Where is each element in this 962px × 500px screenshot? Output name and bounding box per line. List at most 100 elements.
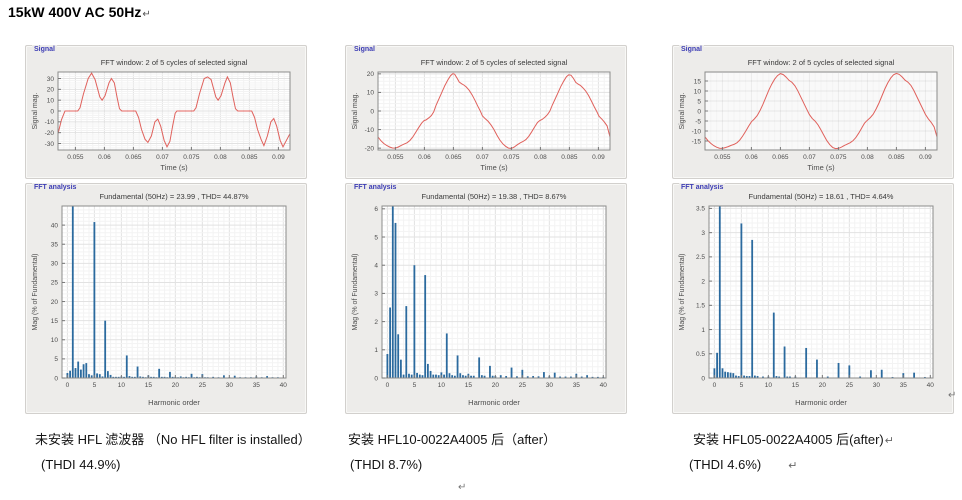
svg-text:40: 40 <box>51 222 59 229</box>
svg-text:0.065: 0.065 <box>772 154 789 161</box>
svg-text:5: 5 <box>54 356 58 363</box>
svg-text:10: 10 <box>51 337 59 344</box>
svg-text:0.5: 0.5 <box>696 351 705 358</box>
svg-text:0.065: 0.065 <box>125 154 142 161</box>
svg-text:0: 0 <box>697 108 701 115</box>
svg-text:-10: -10 <box>45 119 55 126</box>
svg-text:20: 20 <box>367 71 375 78</box>
return-mark-icon: ↵ <box>884 435 894 447</box>
svg-text:10: 10 <box>47 97 55 104</box>
svg-text:Time (s): Time (s) <box>160 163 188 172</box>
fft-panel-label: FFT analysis <box>32 183 79 192</box>
svg-text:-10: -10 <box>692 128 702 135</box>
svg-text:Harmonic order: Harmonic order <box>795 398 847 407</box>
fft-panel-2: FFT analysis 0 5 10 15 20 25 30 35 40 0 1 2 3 4 5 6 Fund… <box>345 183 627 414</box>
svg-text:0: 0 <box>701 375 705 382</box>
svg-text:-10: -10 <box>365 127 375 134</box>
svg-text:30: 30 <box>546 382 554 389</box>
svg-text:0.07: 0.07 <box>476 154 489 161</box>
svg-text:5: 5 <box>413 382 417 389</box>
svg-text:Harmonic order: Harmonic order <box>148 398 200 407</box>
signal-panel-label: Signal <box>679 45 705 54</box>
svg-text:10: 10 <box>118 382 126 389</box>
svg-text:1.5: 1.5 <box>696 303 705 310</box>
svg-text:10: 10 <box>367 90 375 97</box>
fft-panel-label: FFT analysis <box>679 183 726 192</box>
svg-text:25: 25 <box>519 382 527 389</box>
svg-text:Signal mag.: Signal mag. <box>352 92 359 129</box>
signal-chart: 0.055 0.06 0.065 0.07 0.075 0.08 0.085 0.09 -30 -… <box>28 48 304 176</box>
svg-text:2: 2 <box>374 319 378 326</box>
svg-text:40: 40 <box>280 382 288 389</box>
svg-text:Fundamental (50Hz) = 18.61 , T: Fundamental (50Hz) = 18.61 , THD= 4.64% <box>749 192 894 201</box>
svg-text:30: 30 <box>51 261 59 268</box>
svg-text:20: 20 <box>492 382 500 389</box>
caption-3-line-2: (THDI 4.6%) ↵ <box>689 457 798 472</box>
svg-text:1: 1 <box>374 347 378 354</box>
fft-chart: 0 5 10 15 20 25 30 35 40 0 1 2 3 4 5 6 Fundamental (50Hz… <box>348 186 624 411</box>
svg-text:3: 3 <box>374 291 378 298</box>
svg-text:35: 35 <box>51 242 59 249</box>
svg-text:0.07: 0.07 <box>156 154 169 161</box>
svg-text:Harmonic order: Harmonic order <box>468 398 520 407</box>
svg-text:0.06: 0.06 <box>418 154 431 161</box>
svg-text:-5: -5 <box>695 118 701 125</box>
return-mark-icon: ↵ <box>458 482 467 493</box>
svg-text:0: 0 <box>66 382 70 389</box>
svg-text:0.09: 0.09 <box>919 154 932 161</box>
svg-text:0: 0 <box>386 382 390 389</box>
fft-panel-1: FFT analysis 0 5 10 15 20 25 30 35 40 0 5 10 15 20 25 3… <box>25 183 307 414</box>
svg-text:0.08: 0.08 <box>861 154 874 161</box>
svg-text:FFT window: 2 of 5 cycles of s: FFT window: 2 of 5 cycles of selected si… <box>421 58 568 67</box>
svg-text:-20: -20 <box>365 145 375 152</box>
signal-panel-label: Signal <box>32 45 58 54</box>
svg-text:Fundamental (50Hz) = 19.38 , T: Fundamental (50Hz) = 19.38 , THD= 8.67% <box>422 192 567 201</box>
svg-text:FFT window: 2 of 5 cycles of s: FFT window: 2 of 5 cycles of selected si… <box>101 58 248 67</box>
svg-text:0: 0 <box>713 382 717 389</box>
svg-text:Time (s): Time (s) <box>480 163 508 172</box>
svg-text:0.055: 0.055 <box>714 154 731 161</box>
svg-text:30: 30 <box>47 76 55 83</box>
svg-text:Fundamental (50Hz) = 23.99 , T: Fundamental (50Hz) = 23.99 , THD= 44.87% <box>99 192 248 201</box>
svg-text:5: 5 <box>374 234 378 241</box>
svg-text:Signal mag.: Signal mag. <box>679 92 686 129</box>
signal-chart: 0.055 0.06 0.065 0.07 0.075 0.08 0.085 0.09 -15 -… <box>675 48 951 176</box>
signal-chart: 0.055 0.06 0.065 0.07 0.075 0.08 0.085 0.09 -20 -… <box>348 48 624 176</box>
caption-1-line-1: 未安装 HFL 滤波器 （No HFL filter is installed） <box>35 432 311 447</box>
svg-text:0.085: 0.085 <box>561 154 578 161</box>
svg-text:0.055: 0.055 <box>67 154 84 161</box>
svg-text:0: 0 <box>374 375 378 382</box>
caption-2-line-1: 安装 HFL10-0022A4005 后（after） <box>348 432 557 447</box>
svg-text:0.085: 0.085 <box>888 154 905 161</box>
svg-text:0.06: 0.06 <box>745 154 758 161</box>
svg-text:0.08: 0.08 <box>214 154 227 161</box>
svg-text:10: 10 <box>765 382 773 389</box>
svg-text:15: 15 <box>465 382 473 389</box>
svg-text:0.075: 0.075 <box>183 154 200 161</box>
svg-text:3.5: 3.5 <box>696 206 705 213</box>
svg-text:30: 30 <box>226 382 234 389</box>
caption-3-line-1: 安装 HFL05-0022A4005 后(after)↵ <box>693 432 894 447</box>
svg-text:35: 35 <box>573 382 581 389</box>
return-mark-icon: ↵ <box>948 390 957 401</box>
page-title-text: 15kW 400V AC 50Hz <box>8 4 142 20</box>
svg-text:10: 10 <box>694 88 702 95</box>
svg-text:15: 15 <box>694 78 702 85</box>
svg-text:-20: -20 <box>45 130 55 137</box>
svg-text:0.09: 0.09 <box>592 154 605 161</box>
svg-text:0.055: 0.055 <box>387 154 404 161</box>
svg-text:0.075: 0.075 <box>503 154 520 161</box>
svg-text:25: 25 <box>199 382 207 389</box>
svg-text:2.5: 2.5 <box>696 254 705 261</box>
svg-text:0.065: 0.065 <box>445 154 462 161</box>
svg-text:Mag (% of Fundamental): Mag (% of Fundamental) <box>352 253 359 330</box>
svg-text:15: 15 <box>792 382 800 389</box>
caption-2-line-2: (THDI 8.7%) <box>350 457 423 472</box>
return-mark-icon: ↵ <box>142 9 151 20</box>
svg-text:10: 10 <box>438 382 446 389</box>
signal-panel-label: Signal <box>352 45 378 54</box>
svg-text:0.07: 0.07 <box>803 154 816 161</box>
svg-text:20: 20 <box>51 299 59 306</box>
svg-text:0.06: 0.06 <box>98 154 111 161</box>
svg-text:0.085: 0.085 <box>241 154 258 161</box>
